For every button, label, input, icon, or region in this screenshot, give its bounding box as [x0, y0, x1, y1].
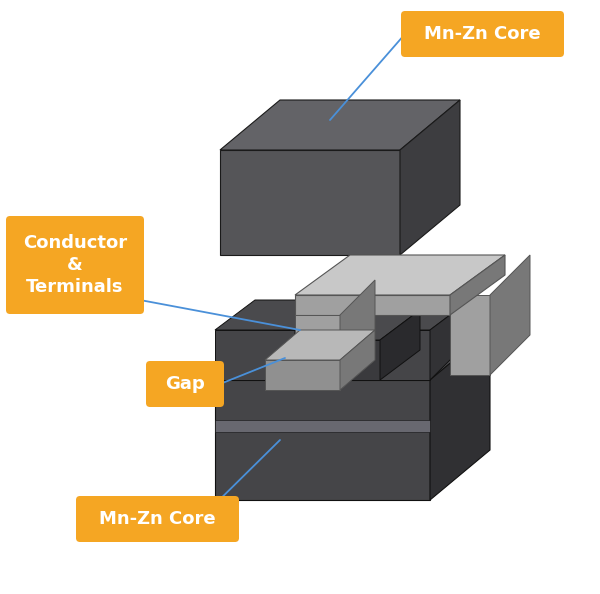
Text: Mn-Zn Core: Mn-Zn Core: [424, 25, 541, 43]
Polygon shape: [430, 330, 490, 500]
Text: Mn-Zn Core: Mn-Zn Core: [99, 510, 216, 528]
Polygon shape: [215, 300, 335, 330]
Polygon shape: [340, 280, 375, 365]
Polygon shape: [430, 300, 470, 380]
Polygon shape: [215, 380, 430, 500]
Polygon shape: [295, 315, 340, 365]
Polygon shape: [490, 255, 530, 375]
Polygon shape: [380, 330, 430, 380]
Polygon shape: [215, 420, 430, 432]
Polygon shape: [380, 300, 470, 330]
Polygon shape: [400, 100, 460, 255]
FancyBboxPatch shape: [146, 361, 224, 407]
Text: Gap: Gap: [165, 375, 205, 393]
Polygon shape: [215, 330, 490, 380]
Polygon shape: [295, 300, 335, 380]
Polygon shape: [295, 340, 380, 380]
FancyBboxPatch shape: [76, 496, 239, 542]
FancyBboxPatch shape: [6, 216, 144, 314]
Polygon shape: [450, 295, 490, 375]
Polygon shape: [220, 100, 460, 150]
Polygon shape: [450, 255, 505, 315]
FancyBboxPatch shape: [401, 11, 564, 57]
Polygon shape: [265, 360, 340, 390]
Polygon shape: [380, 310, 420, 380]
Text: Conductor
&
Terminals: Conductor & Terminals: [23, 234, 127, 296]
Polygon shape: [265, 330, 375, 360]
Polygon shape: [295, 295, 450, 315]
Polygon shape: [295, 255, 505, 295]
Polygon shape: [340, 330, 375, 390]
Polygon shape: [220, 150, 400, 255]
Polygon shape: [215, 330, 295, 380]
Polygon shape: [295, 310, 420, 340]
